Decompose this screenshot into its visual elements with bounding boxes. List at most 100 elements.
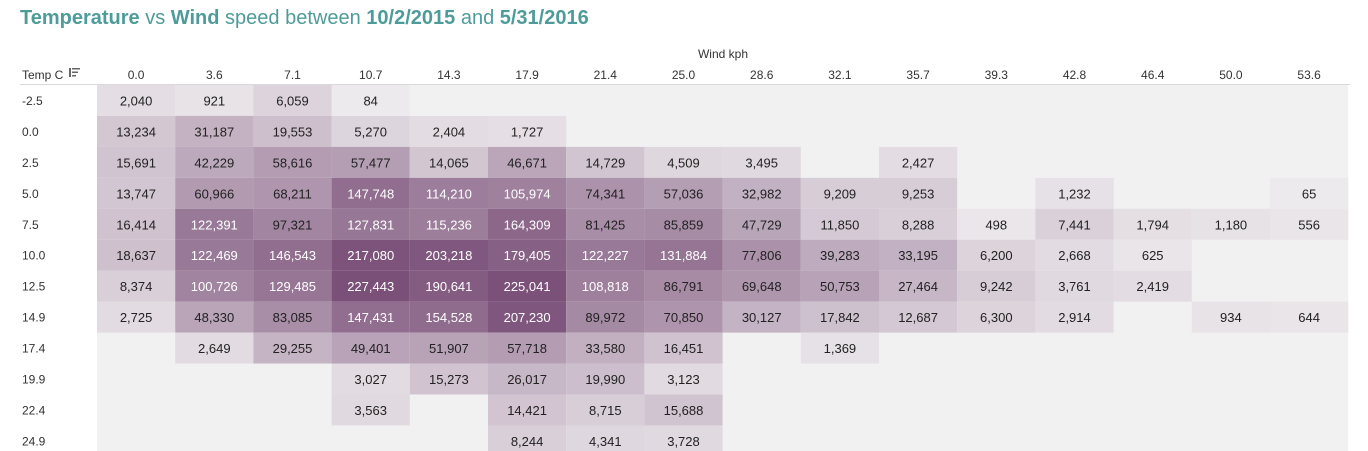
heatmap-cell[interactable] — [566, 363, 645, 395]
heatmap-cell[interactable] — [97, 301, 176, 333]
heatmap-cell[interactable] — [879, 301, 958, 333]
heatmap-cell[interactable] — [800, 239, 879, 271]
heatmap-cell[interactable] — [175, 270, 254, 302]
heatmap-cell[interactable] — [1035, 177, 1114, 209]
heatmap-cell[interactable] — [97, 146, 176, 178]
heatmap-cell[interactable] — [253, 301, 332, 333]
heatmap-cell[interactable] — [1035, 239, 1114, 271]
heatmap-cell[interactable] — [253, 177, 332, 209]
heatmap-cell[interactable] — [331, 85, 410, 116]
heatmap-cell[interactable] — [957, 301, 1036, 333]
heatmap-cell[interactable] — [175, 177, 254, 209]
heatmap-cell[interactable] — [644, 270, 723, 302]
heatmap-cell[interactable] — [644, 332, 723, 364]
heatmap-cell[interactable] — [1113, 208, 1192, 240]
heatmap-cell[interactable] — [566, 146, 645, 178]
heatmap-cell[interactable] — [409, 115, 488, 147]
heatmap-cell[interactable] — [957, 270, 1036, 302]
heatmap-cell[interactable] — [488, 270, 567, 302]
heatmap-cell[interactable] — [97, 85, 176, 116]
heatmap-cell[interactable] — [253, 270, 332, 302]
heatmap-cell[interactable] — [97, 177, 176, 209]
heatmap-cell[interactable] — [331, 146, 410, 178]
heatmap-cell[interactable] — [175, 208, 254, 240]
heatmap-cell[interactable] — [722, 146, 801, 178]
heatmap-cell[interactable] — [566, 394, 645, 426]
heatmap-cell[interactable] — [722, 208, 801, 240]
heatmap-cell[interactable] — [1191, 301, 1270, 333]
heatmap-cell[interactable] — [409, 239, 488, 271]
heatmap-cell[interactable] — [800, 301, 879, 333]
heatmap-cell[interactable] — [331, 301, 410, 333]
heatmap-cell[interactable] — [957, 239, 1036, 271]
heatmap-cell[interactable] — [800, 208, 879, 240]
heatmap-cell[interactable] — [175, 301, 254, 333]
heatmap-cell[interactable] — [253, 85, 332, 116]
heatmap-cell[interactable] — [800, 270, 879, 302]
heatmap-cell[interactable] — [722, 301, 801, 333]
heatmap-cell[interactable] — [566, 270, 645, 302]
heatmap-cell[interactable] — [1270, 177, 1349, 209]
heatmap-cell[interactable] — [644, 146, 723, 178]
heatmap-cell[interactable] — [253, 239, 332, 271]
heatmap-cell[interactable] — [488, 208, 567, 240]
heatmap-cell[interactable] — [409, 332, 488, 364]
heatmap-cell[interactable] — [488, 177, 567, 209]
heatmap-cell[interactable] — [488, 146, 567, 178]
heatmap-cell[interactable] — [331, 177, 410, 209]
sort-descending-icon[interactable] — [69, 68, 80, 80]
heatmap-cell[interactable] — [331, 239, 410, 271]
heatmap-cell[interactable] — [1035, 208, 1114, 240]
heatmap-cell[interactable] — [97, 239, 176, 271]
heatmap-cell[interactable] — [488, 425, 567, 451]
heatmap-cell[interactable] — [566, 301, 645, 333]
heatmap-cell[interactable] — [644, 363, 723, 395]
heatmap-cell[interactable] — [1191, 208, 1270, 240]
heatmap-cell[interactable] — [800, 332, 879, 364]
heatmap-cell[interactable] — [175, 239, 254, 271]
heatmap-cell[interactable] — [879, 208, 958, 240]
heatmap-cell[interactable] — [488, 363, 567, 395]
heatmap-cell[interactable] — [644, 177, 723, 209]
heatmap-cell[interactable] — [722, 239, 801, 271]
heatmap-cell[interactable] — [1035, 270, 1114, 302]
heatmap-cell[interactable] — [644, 239, 723, 271]
heatmap-cell[interactable] — [97, 270, 176, 302]
heatmap-cell[interactable] — [1113, 270, 1192, 302]
heatmap-cell[interactable] — [488, 394, 567, 426]
heatmap-cell[interactable] — [566, 425, 645, 451]
heatmap-cell[interactable] — [1270, 301, 1349, 333]
heatmap-cell[interactable] — [331, 363, 410, 395]
heatmap-cell[interactable] — [1113, 239, 1192, 271]
heatmap-cell[interactable] — [1270, 208, 1349, 240]
heatmap-cell[interactable] — [97, 208, 176, 240]
heatmap-cell[interactable] — [331, 208, 410, 240]
heatmap-cell[interactable] — [644, 394, 723, 426]
heatmap-cell[interactable] — [644, 208, 723, 240]
heatmap-cell[interactable] — [566, 208, 645, 240]
heatmap-cell[interactable] — [331, 270, 410, 302]
heatmap-cell[interactable] — [175, 115, 254, 147]
heatmap-cell[interactable] — [253, 208, 332, 240]
heatmap-cell[interactable] — [488, 239, 567, 271]
heatmap-cell[interactable] — [409, 177, 488, 209]
heatmap-cell[interactable] — [879, 239, 958, 271]
heatmap-cell[interactable] — [879, 177, 958, 209]
heatmap-cell[interactable] — [253, 146, 332, 178]
heatmap-cell[interactable] — [409, 270, 488, 302]
heatmap-cell[interactable] — [957, 208, 1036, 240]
heatmap-cell[interactable] — [566, 332, 645, 364]
heatmap-cell[interactable] — [253, 115, 332, 147]
y-axis-title[interactable]: Temp C — [22, 68, 64, 82]
heatmap-cell[interactable] — [175, 85, 254, 116]
heatmap-cell[interactable] — [488, 332, 567, 364]
heatmap-cell[interactable] — [331, 332, 410, 364]
heatmap-cell[interactable] — [566, 239, 645, 271]
heatmap-cell[interactable] — [722, 270, 801, 302]
heatmap-cell[interactable] — [409, 301, 488, 333]
heatmap-cell[interactable] — [566, 177, 645, 209]
heatmap-cell[interactable] — [409, 208, 488, 240]
heatmap-cell[interactable] — [331, 115, 410, 147]
heatmap-cell[interactable] — [879, 270, 958, 302]
heatmap-cell[interactable] — [409, 363, 488, 395]
